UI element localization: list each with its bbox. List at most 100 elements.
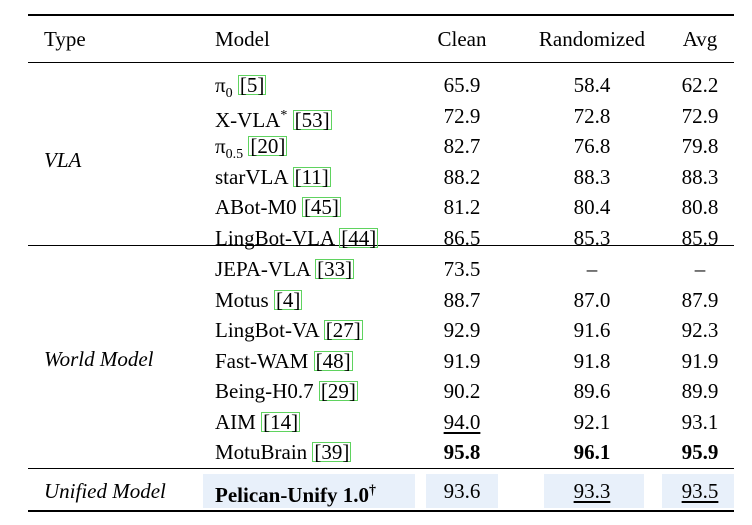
header-avg: Avg bbox=[682, 27, 718, 51]
avg-value: 93.5 bbox=[681, 479, 719, 503]
highlight-clean-cell bbox=[426, 474, 498, 508]
table-row: LingBot-VA [27] 92.9 91.6 92.3 bbox=[0, 313, 752, 347]
randomized-value: 91.8 bbox=[573, 348, 611, 373]
avg-value: – bbox=[694, 257, 706, 281]
clean-value: 91.9 bbox=[443, 348, 481, 373]
table-row: AIM [14] 94.0 92.1 93.1 bbox=[0, 405, 752, 439]
clean-value: 94.0 bbox=[443, 409, 481, 434]
table-row: Pelican-Unify 1.0† 93.6 93.3 93.5 bbox=[0, 474, 752, 508]
citation-link[interactable]: [33] bbox=[315, 257, 355, 281]
model-name: LingBot-VA [27] bbox=[215, 318, 363, 342]
avg-value: 92.3 bbox=[681, 318, 719, 342]
citation-link[interactable]: [20] bbox=[248, 134, 288, 158]
clean-value: 72.9 bbox=[443, 103, 481, 128]
highlight-model-cell bbox=[203, 474, 415, 508]
model-name: X-VLA* [53] bbox=[215, 107, 332, 132]
randomized-value: 88.3 bbox=[573, 164, 611, 189]
avg-value: 93.1 bbox=[681, 409, 719, 434]
header-clean: Clean bbox=[437, 27, 487, 51]
model-name: JEPA-VLA [33] bbox=[215, 257, 355, 281]
model-name: LingBot-VLA [44] bbox=[215, 225, 379, 250]
avg-value: 80.8 bbox=[681, 195, 719, 219]
group-rule-2 bbox=[28, 468, 734, 469]
bottom-rule bbox=[28, 510, 734, 512]
avg-value: 88.3 bbox=[681, 164, 719, 189]
citation-link[interactable]: [11] bbox=[292, 164, 331, 189]
avg-value: 87.9 bbox=[681, 287, 719, 312]
citation-link[interactable]: [29] bbox=[318, 379, 358, 403]
header-randomized: Randomized bbox=[538, 27, 646, 51]
randomized-value: 85.3 bbox=[573, 225, 611, 250]
avg-value: 95.9 bbox=[681, 440, 719, 464]
randomized-value: 80.4 bbox=[573, 195, 611, 219]
avg-value: 72.9 bbox=[681, 103, 719, 128]
randomized-value: 93.3 bbox=[573, 479, 611, 503]
randomized-value: 76.8 bbox=[573, 134, 611, 158]
group-type-label: World Model bbox=[44, 346, 154, 371]
randomized-value: 96.1 bbox=[573, 440, 611, 464]
model-name: ABot-M0 [45] bbox=[215, 195, 341, 219]
table-row: JEPA-VLA [33] 73.5 – – bbox=[0, 252, 752, 286]
table-row: π0.5 [20] 82.7 76.8 79.8 bbox=[0, 129, 752, 163]
header-rule bbox=[28, 62, 734, 63]
model-name: Motus [4] bbox=[215, 287, 303, 312]
avg-value: 85.9 bbox=[681, 225, 719, 250]
clean-value: 88.7 bbox=[443, 287, 481, 312]
randomized-value: 58.4 bbox=[573, 73, 611, 97]
clean-value: 88.2 bbox=[443, 164, 481, 189]
header-type: Type bbox=[44, 27, 86, 51]
clean-value: 73.5 bbox=[443, 257, 481, 281]
avg-value: 62.2 bbox=[681, 73, 719, 97]
randomized-value: 87.0 bbox=[573, 287, 611, 312]
citation-link[interactable]: [53] bbox=[292, 107, 332, 132]
avg-value: 89.9 bbox=[681, 379, 719, 403]
randomized-value: 92.1 bbox=[573, 409, 611, 434]
model-name: starVLA [11] bbox=[215, 164, 331, 189]
group-type-label: Unified Model bbox=[44, 479, 166, 503]
model-name: Being-H0.7 [29] bbox=[215, 379, 358, 403]
citation-link[interactable]: [14] bbox=[261, 409, 301, 434]
citation-link[interactable]: [44] bbox=[339, 225, 379, 250]
randomized-value: – bbox=[586, 257, 598, 281]
table-row: LingBot-VLA [44] 86.5 85.3 85.9 bbox=[0, 221, 752, 255]
citation-link[interactable]: [45] bbox=[301, 195, 341, 219]
clean-value: 81.2 bbox=[443, 195, 481, 219]
clean-value: 92.9 bbox=[443, 318, 481, 342]
table-row: Motus [4] 88.7 87.0 87.9 bbox=[0, 283, 752, 317]
group-rule-1 bbox=[28, 245, 734, 246]
citation-link[interactable]: [4] bbox=[273, 287, 303, 312]
header-model: Model bbox=[215, 27, 270, 51]
clean-value: 90.2 bbox=[443, 379, 481, 403]
avg-value: 79.8 bbox=[681, 134, 719, 158]
table-row: π0 [5] 65.9 58.4 62.2 bbox=[0, 68, 752, 102]
clean-value: 95.8 bbox=[443, 440, 481, 464]
table-row: ABot-M0 [45] 81.2 80.4 80.8 bbox=[0, 190, 752, 224]
randomized-value: 89.6 bbox=[573, 379, 611, 403]
table-row: X-VLA* [53] 72.9 72.8 72.9 bbox=[0, 99, 752, 133]
clean-value: 86.5 bbox=[443, 225, 481, 250]
table-row: MotuBrain [39] 95.8 96.1 95.9 bbox=[0, 435, 752, 469]
model-name: π0 [5] bbox=[215, 73, 267, 102]
model-name: Pelican-Unify 1.0† bbox=[215, 483, 376, 507]
top-rule bbox=[28, 14, 734, 16]
randomized-value: 72.8 bbox=[573, 103, 611, 128]
citation-link[interactable]: [48] bbox=[313, 348, 353, 373]
randomized-value: 91.6 bbox=[573, 318, 611, 342]
model-name: Fast-WAM [48] bbox=[215, 348, 353, 373]
model-name: π0.5 [20] bbox=[215, 134, 288, 163]
table-row: Fast-WAM [48] 91.9 91.8 91.9 bbox=[0, 344, 752, 378]
table-row: starVLA [11] 88.2 88.3 88.3 bbox=[0, 160, 752, 194]
citation-link[interactable]: [5] bbox=[237, 73, 267, 97]
clean-value: 65.9 bbox=[443, 73, 481, 97]
model-name: MotuBrain [39] bbox=[215, 440, 352, 464]
highlight-rand-cell bbox=[544, 474, 644, 508]
clean-value: 93.6 bbox=[443, 479, 481, 503]
table-header: Type Model Clean Randomized Avg bbox=[0, 22, 752, 56]
citation-link[interactable]: [27] bbox=[323, 318, 363, 342]
avg-value: 91.9 bbox=[681, 348, 719, 373]
highlight-avg-cell bbox=[662, 474, 734, 508]
clean-value: 82.7 bbox=[443, 134, 481, 158]
table-row: Being-H0.7 [29] 90.2 89.6 89.9 bbox=[0, 374, 752, 408]
citation-link[interactable]: [39] bbox=[312, 440, 352, 464]
group-type-label: VLA bbox=[44, 147, 82, 172]
